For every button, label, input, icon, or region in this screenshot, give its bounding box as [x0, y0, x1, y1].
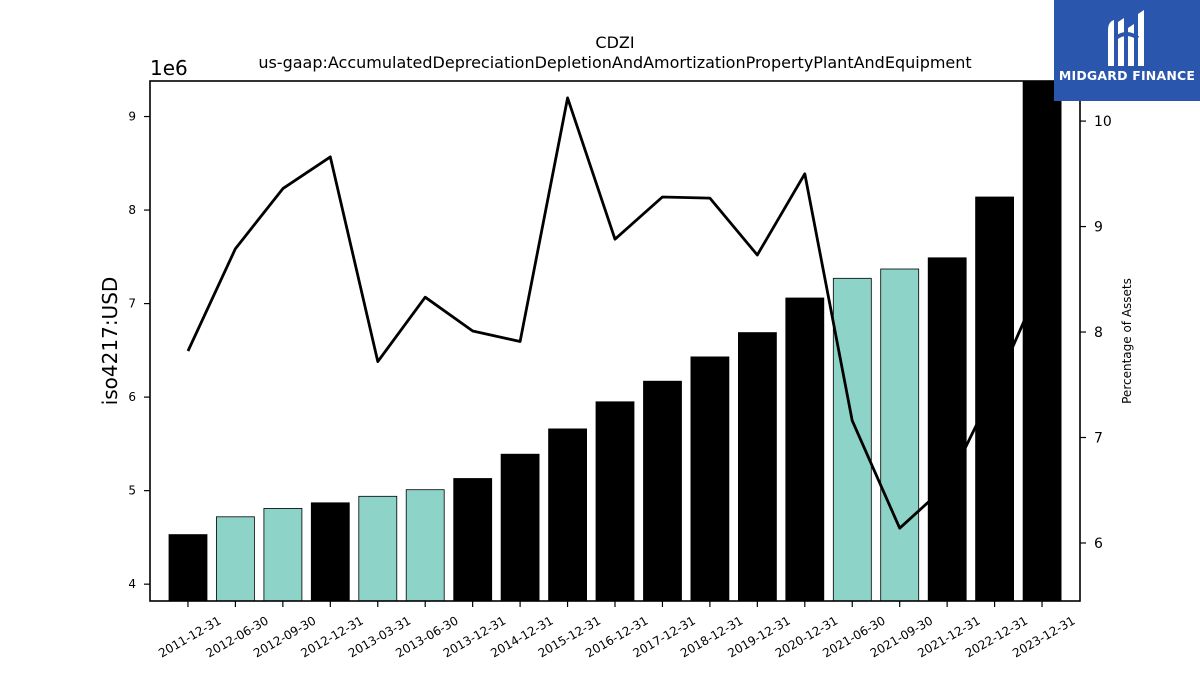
bar-2019-12-31: [738, 332, 777, 602]
y2-tick-label: 6: [1094, 536, 1103, 552]
y-axis-label: iso4217:USD: [98, 277, 122, 406]
line-layer: [186, 96, 1044, 530]
bar-2020-12-31: [785, 297, 825, 602]
y-tick-label: 9: [128, 110, 136, 124]
y2-tick-label: 7: [1094, 431, 1103, 447]
bar-2015-12-31: [548, 428, 587, 602]
bar-2012-09-30: [263, 507, 303, 602]
logo-text: MIDGARD FINANCE: [1058, 68, 1196, 83]
bar-2017-12-31: [643, 380, 682, 602]
y-tick-label: 8: [128, 203, 136, 217]
bar-2016-12-31: [595, 401, 635, 602]
y-tick-label: 5: [128, 484, 136, 498]
y-tick-label: 7: [128, 297, 136, 311]
bar-2014-12-31: [500, 453, 540, 602]
midgard-finance-logo: MIDGARD FINANCE: [1054, 0, 1200, 101]
y-tick-label: 6: [128, 390, 136, 404]
y2-tick-label: 8: [1094, 325, 1103, 341]
y2-tick-label: 9: [1094, 220, 1103, 236]
logo-mark-icon: [1108, 10, 1144, 66]
bar-2012-06-30: [215, 516, 255, 602]
bar-2013-06-30: [405, 489, 445, 602]
bar-2011-12-31: [168, 534, 208, 602]
bars-layer: [168, 80, 1062, 602]
bar-2018-12-31: [690, 356, 730, 602]
y2-axis-label: Percentage of Assets: [1120, 278, 1134, 404]
chart-title: CDZI: [595, 33, 634, 52]
chart-subtitle: us-gaap:AccumulatedDepreciationDepletion…: [258, 53, 971, 72]
bar-2023-12-31: [1022, 80, 1062, 602]
y-tick-label: 4: [128, 577, 136, 591]
bar-2022-12-31: [975, 196, 1014, 602]
bar-2013-03-31: [358, 495, 398, 602]
y2-tick-label: 10: [1094, 114, 1112, 130]
bar-2021-06-30: [832, 277, 872, 602]
bar-2013-12-31: [453, 478, 493, 602]
bar-2021-12-31: [927, 257, 967, 602]
y-multiplier-label: 1e6: [150, 56, 188, 80]
bar-2012-12-31: [310, 502, 350, 602]
bar-2021-09-30: [880, 268, 920, 602]
